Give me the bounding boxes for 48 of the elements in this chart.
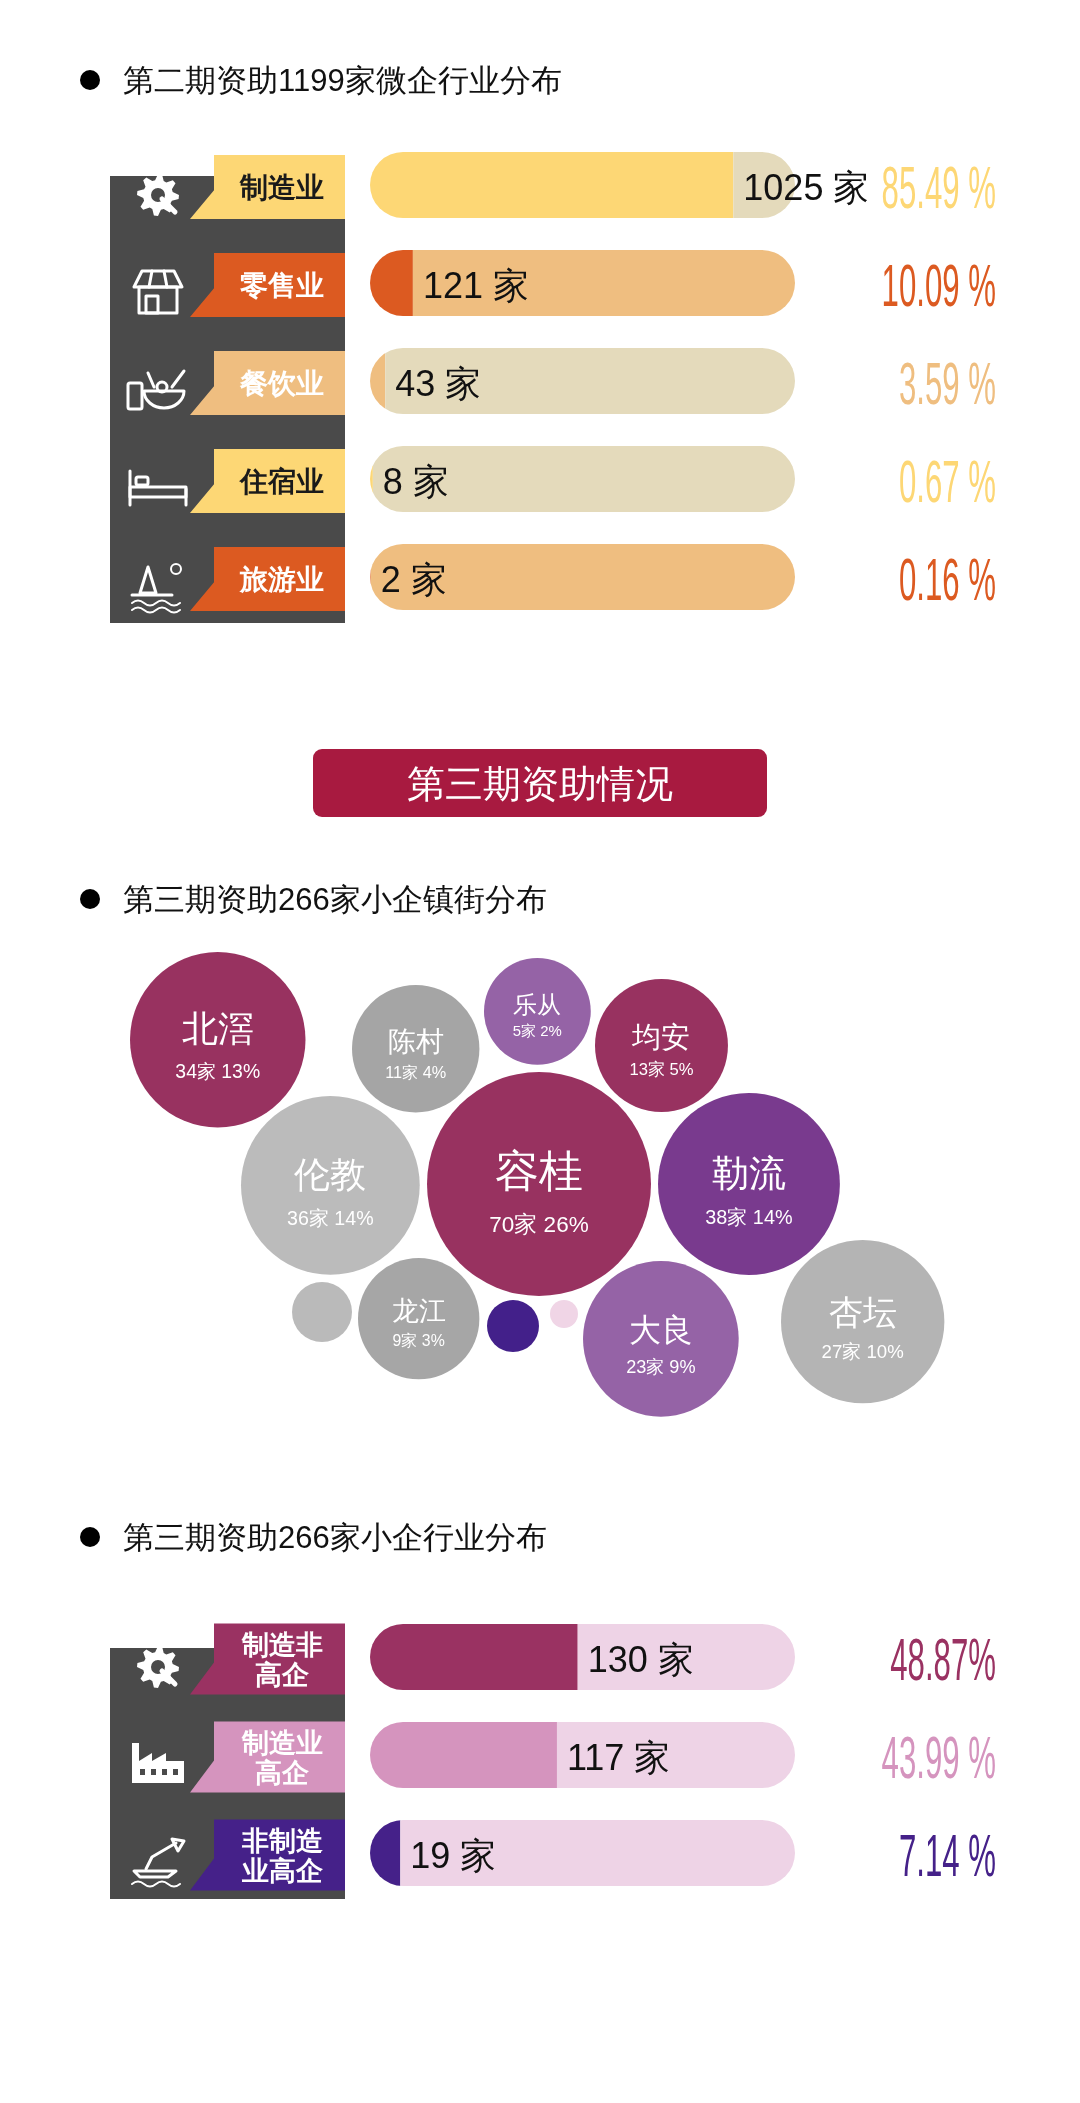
annotation: 43 家	[395, 362, 482, 404]
data-label: 0.16 %	[898, 545, 996, 613]
annotation: 19 家	[410, 1834, 497, 1876]
y-tick-label: 制造业	[239, 172, 324, 204]
data-label: 13家 5%	[629, 1059, 694, 1079]
chart-title: 第三期资助266家小企行业分布	[123, 1519, 547, 1555]
annotation: 130 家	[587, 1638, 694, 1680]
y-tick-label: 住宿业	[238, 466, 324, 498]
annotation: 117 家	[566, 1736, 671, 1778]
category-label: 均安	[631, 1021, 691, 1054]
y-tick-label: 非制造业高企	[240, 1825, 323, 1886]
data-label: 38家 14%	[705, 1205, 793, 1228]
annotation: 2 家	[380, 558, 447, 600]
y-tick-label: 制造业高企	[240, 1727, 323, 1788]
data-label: 43.99 %	[881, 1723, 996, 1791]
text: 第三期资助266家小企镇街分布	[123, 881, 547, 917]
data-label: 11家 4%	[385, 1062, 447, 1081]
data-label: 23家 9%	[626, 1356, 696, 1377]
y-tick-label: 餐饮业	[239, 368, 324, 400]
data-label: 9家 3%	[392, 1332, 445, 1350]
category-label: 陈村	[387, 1025, 444, 1057]
data-label: 70家 26%	[489, 1211, 589, 1237]
category-label: 龙江	[391, 1296, 446, 1327]
data-label: 27家 10%	[821, 1340, 904, 1362]
annotation: 121 家	[422, 264, 529, 306]
data-label: 5家 2%	[512, 1022, 562, 1040]
data-label: 10.09 %	[881, 251, 996, 319]
y-tick-label: 零售业	[240, 270, 324, 302]
y-tick-label: 制造非高企	[240, 1629, 323, 1690]
category-label: 大良	[628, 1311, 693, 1348]
data-label: 3.59 %	[898, 349, 996, 417]
data-label: 36家 14%	[287, 1206, 374, 1229]
y-tick-label: 旅游业	[239, 564, 324, 596]
category-label: 勒流	[711, 1152, 786, 1194]
data-label: 85.49 %	[881, 153, 996, 221]
annotation: 8 家	[382, 460, 449, 502]
category-label: 伦教	[294, 1154, 367, 1196]
data-label: 34家 13%	[175, 1060, 261, 1083]
annotation: 1025 家	[743, 166, 870, 208]
data-label: 7.14 %	[898, 1821, 996, 1889]
category-label: 容桂	[495, 1146, 583, 1196]
category-label: 北滘	[181, 1009, 254, 1050]
category-label: 杏坛	[828, 1292, 897, 1331]
chart-title: 第二期资助1199家微企行业分布	[123, 62, 562, 98]
data-label: 0.67 %	[898, 447, 996, 515]
category-label: 乐从	[513, 991, 562, 1019]
data-label: 48.87%	[890, 1625, 996, 1693]
text: 第三期资助情况	[407, 763, 673, 805]
